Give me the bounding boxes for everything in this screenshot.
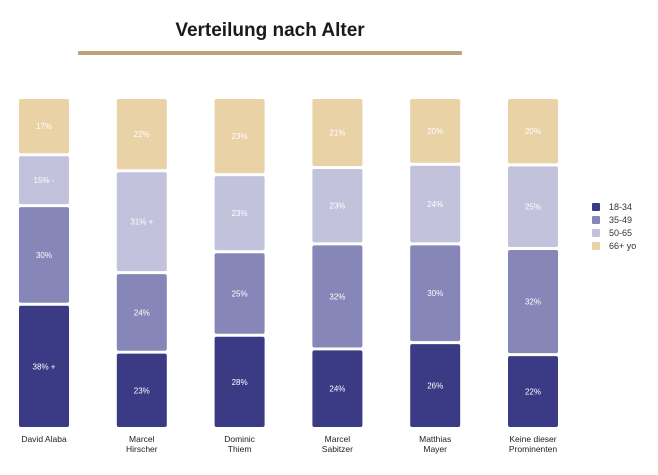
legend-label: 66+ yo <box>609 241 636 251</box>
data-label: 22% <box>134 130 150 139</box>
data-label: 21% <box>329 129 345 138</box>
category-label: Mayer <box>423 444 447 454</box>
data-label: 32% <box>329 292 345 301</box>
data-label: 22% <box>525 388 541 397</box>
legend-swatch <box>592 229 600 237</box>
data-label: 24% <box>329 385 345 394</box>
data-label: 23% <box>232 132 248 141</box>
data-label: 24% <box>134 308 150 317</box>
data-label: 15% - <box>34 176 55 185</box>
data-label: 38% + <box>33 362 56 371</box>
legend-swatch <box>592 203 600 211</box>
legend-item: 35-49 <box>592 213 636 226</box>
category-label: Prominenten <box>509 444 557 454</box>
legend-swatch <box>592 242 600 250</box>
category-label: Marcel <box>129 434 155 444</box>
stacked-bar-chart: 38% + 30% 15% - 17% David Alaba 23% 24% 31% + 22… <box>0 0 658 475</box>
data-label: 25% <box>232 290 248 299</box>
category-label: Dominic <box>224 434 255 444</box>
data-label: 20% <box>427 127 443 136</box>
data-label: 28% <box>232 378 248 387</box>
data-label: 23% <box>232 209 248 218</box>
data-label: 32% <box>525 298 541 307</box>
data-label: 23% <box>134 386 150 395</box>
legend-item: 18-34 <box>592 200 636 213</box>
data-label: 30% <box>36 251 52 260</box>
legend-item: 66+ yo <box>592 239 636 252</box>
category-label: Matthias <box>419 434 451 444</box>
data-label: 20% <box>525 127 541 136</box>
category-label: David Alaba <box>21 434 67 444</box>
legend-label: 35-49 <box>609 215 632 225</box>
data-label: 25% <box>525 203 541 212</box>
category-label: Marcel <box>325 434 351 444</box>
category-label: Sabitzer <box>322 444 353 454</box>
chart-legend: 18-34 35-49 50-65 66+ yo <box>592 200 636 252</box>
legend-label: 50-65 <box>609 228 632 238</box>
data-label: 23% <box>329 202 345 211</box>
category-label: Thiem <box>228 444 252 454</box>
legend-swatch <box>592 216 600 224</box>
legend-label: 18-34 <box>609 202 632 212</box>
data-label: 26% <box>427 382 443 391</box>
data-label: 24% <box>427 200 443 209</box>
data-label: 17% <box>36 122 52 131</box>
data-label: 31% + <box>130 218 153 227</box>
category-label: Keine dieser <box>509 434 556 444</box>
data-label: 30% <box>427 289 443 298</box>
legend-item: 50-65 <box>592 226 636 239</box>
category-label: Hirscher <box>126 444 158 454</box>
